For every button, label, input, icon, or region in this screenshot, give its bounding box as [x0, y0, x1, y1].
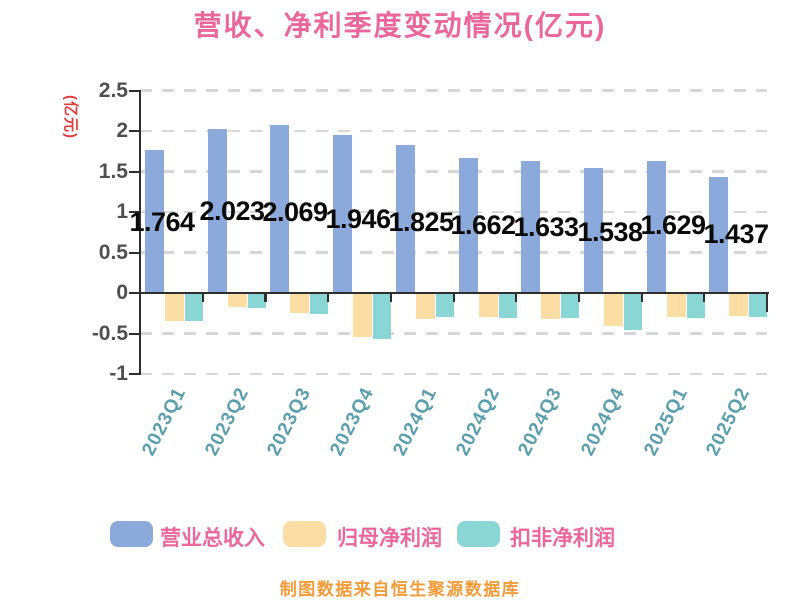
bar-value-label: 1.437 [703, 219, 769, 249]
gridline [140, 210, 767, 214]
bar-归母净利润-2023Q2 [227, 294, 247, 307]
gridline [140, 89, 767, 92]
bar-归母净利润-2025Q2 [729, 294, 749, 316]
y-tick-mark [129, 130, 140, 132]
bar-value-label: 2.069 [262, 197, 328, 227]
y-tick-mark [129, 251, 140, 254]
y-tick-label: -1 [109, 362, 128, 385]
x-tick-mark [264, 294, 267, 302]
bar-value-label: 1.825 [388, 207, 454, 237]
bar-value-label: 2.023 [199, 196, 265, 226]
y-axis-line [138, 90, 141, 375]
legend-swatch-营业总收入 [110, 521, 153, 547]
bar-归母净利润-2025Q1 [666, 294, 686, 318]
x-axis-line [138, 291, 769, 295]
x-tick-mark [327, 294, 330, 302]
bar-归母净利润-2024Q3 [541, 294, 561, 320]
bar-归母净利润-2023Q1 [165, 294, 184, 321]
legend-label-扣非净利润: 扣非净利润 [510, 527, 615, 550]
bar-扣非净利润-2023Q1 [185, 294, 203, 321]
gridline [140, 129, 767, 133]
gridline [140, 332, 767, 335]
bar-扣非净利润-2025Q1 [686, 294, 705, 319]
bar-value-label: 1.662 [450, 210, 516, 240]
x-tick-mark [703, 294, 706, 302]
gridline [140, 170, 767, 173]
bar-扣非净利润-2023Q4 [373, 294, 392, 340]
bar-营业总收入-2024Q3 [521, 160, 541, 293]
bar-value-label: 1.946 [325, 204, 391, 234]
bar-归母净利润-2023Q3 [290, 294, 310, 314]
x-tick-mark [766, 294, 769, 312]
y-tick-label: 1.5 [98, 159, 128, 183]
bar-营业总收入-2025Q1 [646, 161, 666, 293]
y-tick-label: -0.5 [91, 321, 128, 345]
bar-营业总收入-2024Q4 [583, 168, 603, 293]
bar-营业总收入-2023Q1 [145, 150, 164, 293]
legend-swatch-扣非净利润 [457, 521, 500, 547]
bar-归母净利润-2023Q4 [353, 294, 373, 337]
y-tick-label: 0 [116, 281, 128, 304]
bar-扣非净利润-2024Q4 [623, 294, 642, 331]
x-tick-mark [515, 294, 518, 302]
bar-扣非净利润-2024Q1 [435, 294, 454, 318]
y-tick-label: 2.5 [98, 78, 128, 102]
legend-swatch-归母净利润 [283, 521, 326, 547]
y-tick-label: 2 [116, 119, 128, 142]
y-tick-label: 1 [116, 200, 128, 223]
bar-归母净利润-2024Q1 [415, 294, 435, 320]
bar-扣非净利润-2023Q2 [247, 294, 266, 308]
bar-营业总收入-2024Q1 [395, 145, 415, 293]
x-tick-mark [201, 294, 204, 302]
legend-label-营业总收入: 营业总收入 [160, 527, 265, 550]
y-tick-label: 0.5 [98, 240, 128, 264]
bar-扣非净利润-2024Q3 [561, 294, 580, 319]
x-tick-mark [640, 294, 643, 302]
legend-label-归母净利润: 归母净利润 [337, 527, 442, 550]
bar-营业总收入-2024Q2 [458, 158, 478, 293]
x-tick-mark [452, 294, 455, 302]
bar-value-label: 1.629 [640, 210, 706, 240]
y-tick-mark [129, 89, 140, 92]
x-tick-mark [577, 294, 581, 302]
data-source-caption: 制图数据来自恒生聚源数据库 [279, 580, 521, 599]
y-tick-mark [129, 332, 140, 335]
bar-营业总收入-2023Q4 [333, 135, 353, 293]
bar-归母净利润-2024Q4 [603, 294, 623, 327]
gridline [140, 251, 767, 254]
chart-title: 营收、净利季度变动情况(亿元) [193, 10, 607, 41]
bar-营业总收入-2023Q3 [270, 125, 290, 293]
x-tick-mark [389, 294, 392, 302]
y-tick-mark [129, 211, 140, 213]
bar-扣非净利润-2023Q3 [310, 294, 329, 315]
gridline [140, 372, 767, 376]
bar-营业总收入-2023Q2 [207, 129, 227, 293]
bar-value-label: 1.538 [577, 217, 643, 247]
bar-value-label: 1.633 [513, 212, 579, 242]
bar-营业总收入-2025Q2 [709, 176, 729, 293]
bar-扣非净利润-2025Q2 [749, 294, 768, 317]
bar-value-label: 1.764 [129, 207, 195, 237]
bar-归母净利润-2024Q2 [478, 294, 498, 318]
y-tick-mark [129, 373, 140, 375]
y-tick-mark [129, 292, 140, 294]
y-tick-mark [129, 170, 140, 173]
bar-扣非净利润-2024Q2 [498, 294, 517, 319]
